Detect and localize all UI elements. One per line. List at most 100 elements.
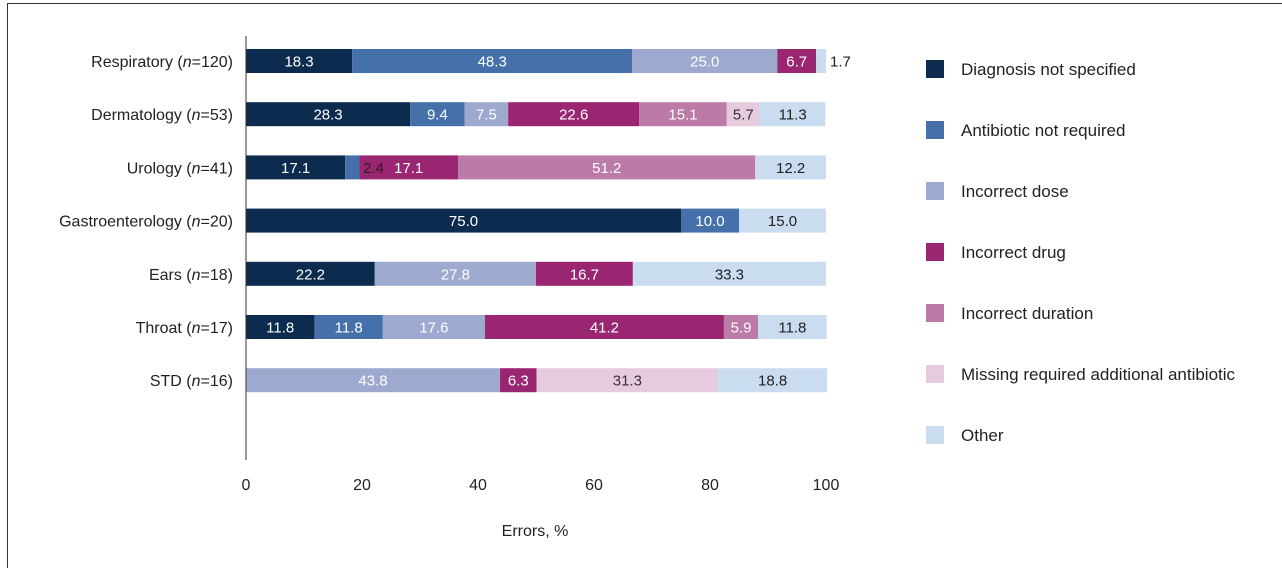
data-label: 33.3 <box>715 266 744 283</box>
bar-segment <box>484 315 724 339</box>
category-label: Throat (n=17) <box>136 320 233 337</box>
bar-segment <box>352 49 633 73</box>
bar-segment <box>246 368 501 393</box>
x-tick-label: 60 <box>585 477 603 494</box>
legend: Diagnosis not specified Antibiotic not re… <box>926 60 1236 445</box>
bar-segment <box>718 368 828 393</box>
data-label: 75.0 <box>449 213 478 230</box>
legend-label: Incorrect drug <box>961 243 1066 262</box>
bar-segment <box>816 49 826 73</box>
legend-label: Incorrect duration <box>961 304 1093 323</box>
category-labels: Respiratory (n=120) Dermatology (n=53) Uro… <box>59 54 233 390</box>
category-label: Gastroenterology (n=20) <box>59 214 233 231</box>
data-label: 51.2 <box>592 160 621 177</box>
data-label: 11.8 <box>266 320 294 337</box>
data-label: 22.6 <box>559 107 588 124</box>
data-label: 43.8 <box>358 373 387 390</box>
data-label: 18.8 <box>758 373 787 390</box>
data-label: 6.7 <box>786 54 807 71</box>
bar-segment <box>758 315 827 339</box>
x-tick-label: 100 <box>813 477 840 494</box>
bar-segment <box>246 261 375 286</box>
x-axis-label: Errors, % <box>502 523 569 540</box>
data-label: 18.3 <box>284 54 313 71</box>
legend-label: Other <box>961 426 1004 445</box>
legend-swatch <box>926 60 944 78</box>
bar-segment <box>759 102 826 127</box>
x-tick-label: 40 <box>469 477 487 494</box>
category-label: Urology (n=41) <box>127 160 233 177</box>
legend-swatch <box>926 182 944 200</box>
data-label: 11.8 <box>778 320 806 337</box>
bar-segment <box>382 315 485 339</box>
bar-segment <box>246 208 681 233</box>
data-label: 6.3 <box>508 373 529 390</box>
category-label: Ears (n=18) <box>149 267 233 284</box>
chart-frame <box>7 3 1282 568</box>
bar-segment <box>246 102 411 127</box>
data-label: 12.2 <box>776 160 805 177</box>
data-label: 10.0 <box>695 213 724 230</box>
bar-segment <box>508 102 640 127</box>
data-label: 9.4 <box>427 107 448 124</box>
legend-swatch <box>926 121 944 139</box>
bar-segment <box>246 49 353 73</box>
legend-swatch <box>926 304 944 322</box>
data-label: 15.0 <box>768 213 797 230</box>
category-label: STD (n=16) <box>150 373 233 390</box>
legend-label: Missing required additional antibiotic <box>961 365 1236 384</box>
bar-segment <box>410 102 465 127</box>
category-label: Dermatology (n=53) <box>91 107 233 124</box>
data-label: 7.5 <box>476 107 497 124</box>
bar-segment <box>464 102 509 127</box>
bar-segment <box>314 315 383 339</box>
data-label: 25.0 <box>690 54 719 71</box>
category-label: Respiratory (n=120) <box>91 54 233 71</box>
bar-segment <box>359 155 459 180</box>
data-label: 11.3 <box>779 107 807 124</box>
bar-segment <box>755 155 826 180</box>
data-label: 17.1 <box>281 160 310 177</box>
bar-segment <box>536 261 633 286</box>
bar-segment <box>726 102 760 127</box>
bar-segment <box>632 261 826 286</box>
bar-segment <box>536 368 719 393</box>
bar-segment <box>723 315 759 339</box>
data-label: 48.3 <box>478 54 507 71</box>
data-label: 11.8 <box>335 320 363 337</box>
data-label: 15.1 <box>668 107 697 124</box>
data-label: 16.7 <box>570 266 599 283</box>
x-tick-label: 20 <box>353 477 371 494</box>
data-label: 5.9 <box>731 320 752 337</box>
data-label: 27.8 <box>441 266 470 283</box>
x-axis: 0 20 40 60 80 100 <box>242 36 840 494</box>
bar-segment <box>777 49 817 73</box>
bar-segment <box>639 102 727 127</box>
data-label: 22.2 <box>296 266 325 283</box>
bar-segment <box>374 261 536 286</box>
data-label: 17.6 <box>419 320 448 337</box>
legend-swatch <box>926 426 944 444</box>
bar-segment <box>246 315 315 339</box>
bar-segment <box>500 368 537 393</box>
legend-swatch <box>926 243 944 261</box>
bar-segment <box>345 155 360 180</box>
bar-segment <box>246 155 346 180</box>
bar-segment <box>632 49 778 73</box>
legend-swatch <box>926 365 944 383</box>
data-label: 28.3 <box>313 107 342 124</box>
x-tick-label: 0 <box>242 477 251 494</box>
data-label: 31.3 <box>613 373 642 390</box>
data-label: 17.1 <box>394 160 423 177</box>
x-tick-label: 80 <box>701 477 719 494</box>
data-label: 2.4 <box>363 160 384 177</box>
legend-label: Antibiotic not required <box>961 121 1125 140</box>
legend-label: Diagnosis not specified <box>961 60 1136 79</box>
data-label: 41.2 <box>590 320 619 337</box>
data-label: 1.7 <box>830 54 851 71</box>
bars-layer: 18.3 48.3 25.0 6.7 1.7 28.3 9.4 7.5 22.6 15.1 5.7 1… <box>246 49 851 393</box>
bar-segment <box>458 155 756 180</box>
bar-segment <box>739 208 826 233</box>
data-label: 5.7 <box>733 107 754 124</box>
